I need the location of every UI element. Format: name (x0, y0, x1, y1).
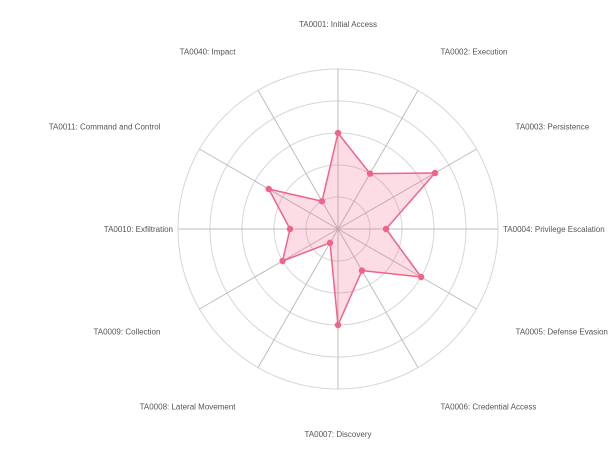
axis-label: TA0001: Initial Access (299, 20, 377, 29)
axis-spoke (199, 228, 339, 310)
axis-spoke (337, 148, 477, 230)
data-point (366, 170, 374, 177)
data-point (382, 225, 390, 233)
axis-label: TA0009: Collection (93, 328, 160, 337)
radar-series (265, 129, 439, 329)
data-point (358, 267, 366, 274)
axis-spoke (337, 228, 419, 368)
axis-label: TA0007: Discovery (305, 430, 372, 439)
data-point (279, 257, 286, 265)
axis-label: TA0008: Lateral Movement (140, 403, 237, 412)
data-point (431, 169, 439, 177)
axis-spoke (337, 90, 419, 230)
axis-label: TA0010: Exfiltration (104, 225, 173, 234)
data-point (417, 273, 425, 281)
data-point (326, 239, 334, 247)
axis-label: TA0002: Execution (441, 47, 508, 56)
data-point (265, 185, 272, 193)
axis-label: TA0006: Credential Access (441, 403, 537, 412)
axis-label: TA0040: Impact (180, 47, 237, 56)
axis-labels: TA0001: Initial Access TA0002: Execution T… (49, 20, 608, 439)
data-point (318, 198, 326, 205)
axis-spoke (257, 228, 339, 368)
data-point (286, 225, 294, 233)
axis-label: TA0005: Defense Evasion (516, 328, 608, 337)
data-point (334, 129, 342, 137)
axis-spoke (257, 90, 339, 230)
axis-label: TA0004: Privilege Escalation (503, 225, 605, 234)
axis-spoke (337, 228, 477, 310)
data-point (334, 321, 342, 329)
axis-label: TA0011: Command and Control (49, 123, 161, 132)
radar-spokes (178, 69, 498, 389)
axis-label: TA0003: Persistence (516, 123, 590, 132)
